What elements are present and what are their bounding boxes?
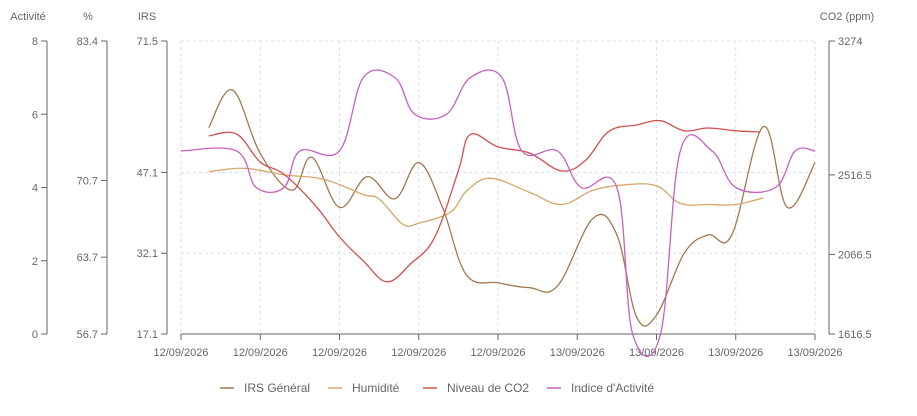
y-tick-label-irs: 71.5	[137, 36, 158, 48]
axes: Activité 0 2 4 6 8% 56.7 63.7 70.7 83.4 IRS 17.1 32.…	[10, 11, 874, 359]
legend: IRS Général Humidité Niveau de CO2 Indice d…	[220, 381, 654, 395]
y-tick-label-irs: 17.1	[137, 329, 158, 341]
y-axis-title-activite: Activité	[10, 11, 45, 23]
y-tick-label-activite: 8	[32, 36, 38, 48]
series-line-irs	[208, 89, 816, 327]
x-tick-label: 12/09/2026	[470, 347, 525, 359]
y-axis-title-irs: IRS	[138, 11, 156, 23]
legend-label: Niveau de CO2	[447, 381, 529, 395]
legend-label: IRS Général	[244, 381, 310, 395]
y-axis-title-humidite: %	[83, 11, 93, 23]
x-tick-label: 12/09/2026	[312, 347, 367, 359]
x-tick-label: 13/09/2026	[629, 347, 684, 359]
x-tick-label: 12/09/2026	[233, 347, 288, 359]
y-tick-label-humidite: 56.7	[77, 329, 98, 341]
series-line-co2	[208, 119, 760, 283]
y-tick-label-co2: 2516.5	[838, 170, 872, 182]
legend-label: Indice d'Activité	[571, 381, 654, 395]
y-tick-label-activite: 2	[32, 256, 38, 268]
x-tick-label: 13/09/2026	[550, 347, 605, 359]
y-tick-label-co2: 3274	[838, 36, 862, 48]
x-tick-label: 13/09/2026	[787, 347, 842, 359]
x-tick-label: 12/09/2026	[153, 347, 208, 359]
x-tick-label: 13/09/2026	[708, 347, 763, 359]
series-line-humidite	[208, 167, 764, 228]
x-tick-label: 12/09/2026	[391, 347, 446, 359]
y-tick-label-irs: 47.1	[137, 167, 158, 179]
series-line-activite	[180, 69, 816, 357]
y-tick-label-humidite: 63.7	[77, 252, 98, 264]
y-tick-label-activite: 6	[32, 109, 38, 121]
y-tick-label-activite: 0	[32, 329, 38, 341]
y-tick-label-humidite: 83.4	[77, 36, 98, 48]
y-tick-label-activite: 4	[32, 183, 38, 195]
y-tick-label-irs: 32.1	[137, 248, 158, 260]
y-tick-label-co2: 1616.5	[838, 329, 872, 341]
y-tick-label-humidite: 70.7	[77, 175, 98, 187]
grid	[180, 40, 816, 335]
y-axis-title-co2: CO2 (ppm)	[820, 11, 874, 23]
series-lines	[180, 69, 816, 357]
legend-label: Humidité	[352, 381, 400, 395]
y-tick-label-co2: 2066.5	[838, 249, 872, 261]
